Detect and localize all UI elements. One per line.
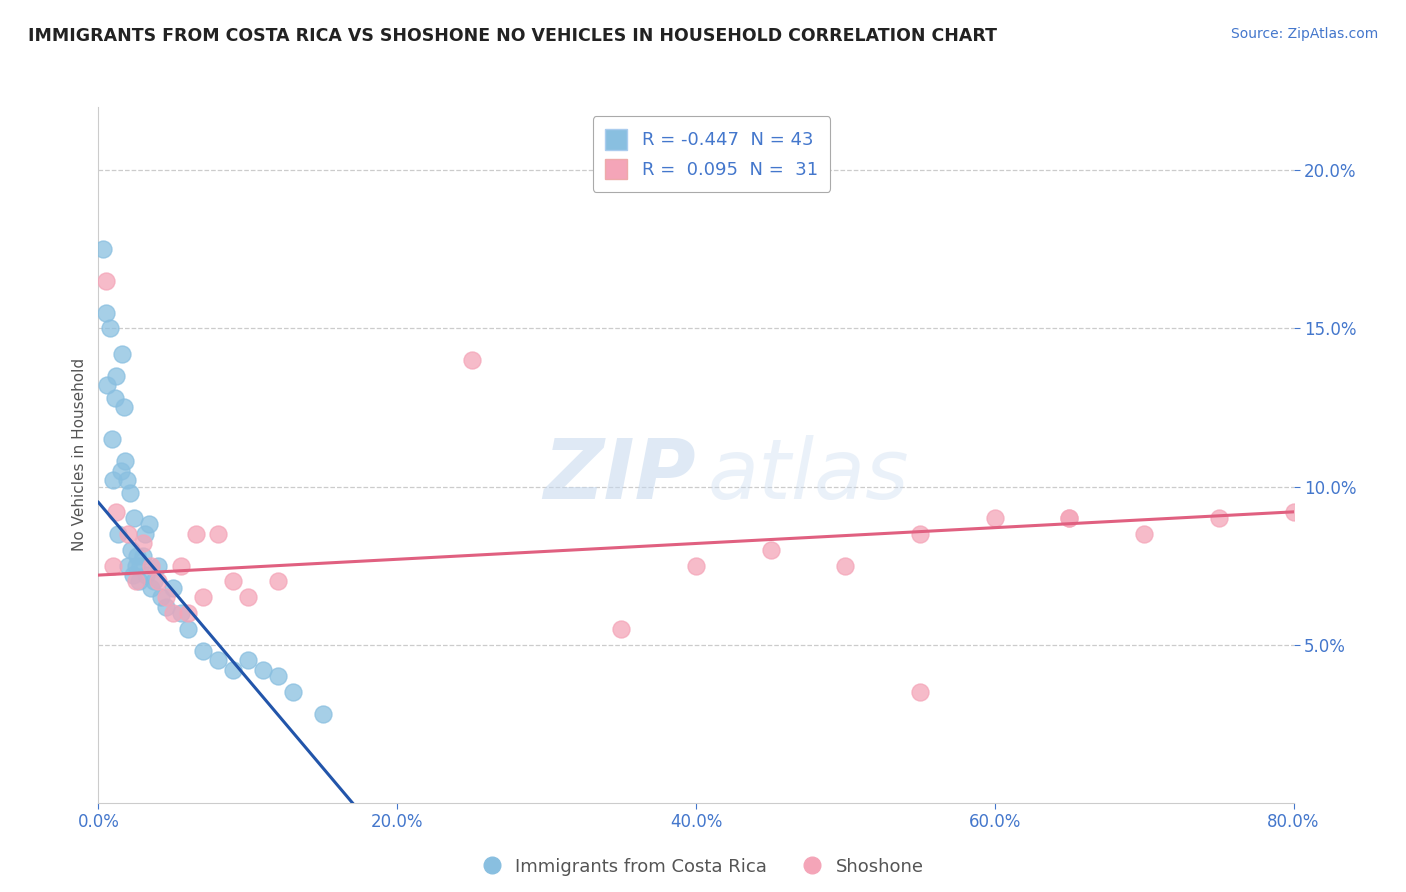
Point <box>112 401 135 415</box>
Point <box>155 599 177 614</box>
Point <box>267 669 290 683</box>
Point <box>135 568 157 582</box>
Point <box>207 527 229 541</box>
Point <box>134 527 156 541</box>
Point <box>132 536 155 550</box>
Point <box>128 574 150 589</box>
Point <box>107 527 129 541</box>
Point <box>610 622 633 636</box>
Point <box>114 454 136 468</box>
Point <box>120 542 142 557</box>
Point <box>105 505 128 519</box>
Point <box>184 527 207 541</box>
Point <box>142 574 165 589</box>
Point <box>169 606 191 620</box>
Point <box>105 368 128 383</box>
Point <box>222 574 245 589</box>
Point <box>1208 511 1230 525</box>
Point <box>222 663 245 677</box>
Point <box>103 473 125 487</box>
Point <box>129 558 152 573</box>
Point <box>127 549 149 563</box>
Point <box>191 644 214 658</box>
Point <box>148 574 170 589</box>
Point <box>685 558 707 573</box>
Point <box>98 321 122 335</box>
Point <box>1133 527 1156 541</box>
Point <box>111 347 134 361</box>
Point <box>281 685 304 699</box>
Point <box>834 558 856 573</box>
Point <box>908 685 931 699</box>
Point <box>236 653 259 667</box>
Point <box>125 574 148 589</box>
Point <box>117 558 139 573</box>
Point <box>96 378 118 392</box>
Point <box>115 473 138 487</box>
Point <box>104 391 127 405</box>
Y-axis label: No Vehicles in Household: No Vehicles in Household <box>72 359 87 551</box>
Point <box>984 511 1007 525</box>
Point <box>94 305 117 319</box>
Point <box>162 581 184 595</box>
Point <box>155 591 177 605</box>
Text: ZIP: ZIP <box>543 435 696 516</box>
Legend: R = -0.447  N = 43, R =  0.095  N =  31: R = -0.447 N = 43, R = 0.095 N = 31 <box>593 116 831 192</box>
Point <box>759 542 782 557</box>
Point <box>908 527 931 541</box>
Point <box>461 353 484 368</box>
Point <box>1059 511 1081 525</box>
Point <box>103 558 125 573</box>
Point <box>125 558 148 573</box>
Point <box>207 653 229 667</box>
Point <box>177 606 200 620</box>
Point <box>311 707 333 722</box>
Point <box>101 432 124 446</box>
Point <box>177 622 200 636</box>
Point <box>1282 505 1305 519</box>
Point <box>191 591 214 605</box>
Point <box>121 568 143 582</box>
Point <box>91 243 114 257</box>
Point <box>138 517 160 532</box>
Point <box>118 486 141 500</box>
Point <box>139 558 162 573</box>
Point <box>252 663 274 677</box>
Text: IMMIGRANTS FROM COSTA RICA VS SHOSHONE NO VEHICLES IN HOUSEHOLD CORRELATION CHAR: IMMIGRANTS FROM COSTA RICA VS SHOSHONE N… <box>28 27 997 45</box>
Point <box>124 511 146 525</box>
Point <box>117 527 139 541</box>
Point <box>236 591 259 605</box>
Point <box>162 606 184 620</box>
Point <box>94 274 117 288</box>
Point <box>132 549 155 563</box>
Point <box>169 558 191 573</box>
Point <box>150 591 173 605</box>
Point <box>139 581 162 595</box>
Text: Source: ZipAtlas.com: Source: ZipAtlas.com <box>1230 27 1378 41</box>
Text: atlas: atlas <box>709 435 910 516</box>
Legend: Immigrants from Costa Rica, Shoshone: Immigrants from Costa Rica, Shoshone <box>475 851 931 883</box>
Point <box>148 558 170 573</box>
Point <box>267 574 290 589</box>
Point <box>110 464 132 478</box>
Point <box>1059 511 1081 525</box>
